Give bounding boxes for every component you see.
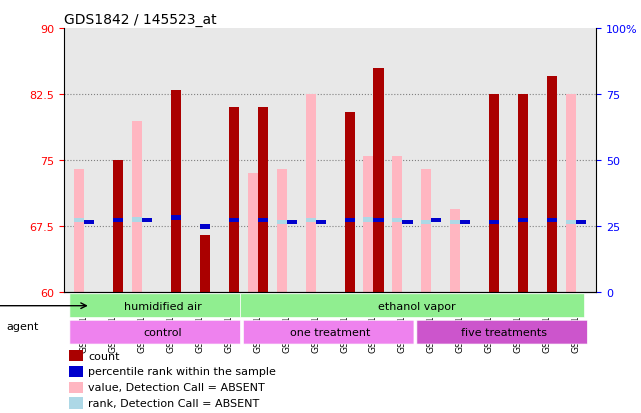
Bar — [518, 218, 528, 223]
Bar — [315, 220, 326, 225]
Bar — [132, 121, 142, 293]
Bar — [229, 218, 239, 223]
Bar — [450, 220, 460, 225]
Bar — [258, 218, 268, 223]
Bar — [277, 220, 287, 225]
Bar — [74, 218, 85, 223]
Bar — [247, 174, 258, 293]
Bar — [345, 112, 354, 293]
Bar — [69, 382, 83, 393]
Bar — [171, 216, 181, 220]
Bar — [277, 170, 287, 293]
Bar — [392, 157, 403, 293]
FancyBboxPatch shape — [70, 320, 240, 344]
Bar — [306, 95, 315, 293]
FancyBboxPatch shape — [240, 294, 585, 318]
Bar — [142, 218, 153, 223]
Bar — [345, 218, 354, 223]
Bar — [200, 235, 210, 293]
Bar — [229, 108, 239, 293]
Bar — [576, 220, 586, 225]
Bar — [489, 220, 499, 225]
Bar — [69, 366, 83, 377]
Bar — [489, 95, 499, 293]
Text: control: control — [143, 328, 181, 337]
Bar — [374, 218, 383, 223]
Bar — [403, 220, 413, 225]
Bar — [363, 218, 374, 222]
FancyBboxPatch shape — [244, 320, 414, 344]
Bar — [113, 161, 123, 293]
Text: value, Detection Call = ABSENT: value, Detection Call = ABSENT — [88, 382, 265, 392]
Text: ethanol vapor: ethanol vapor — [378, 301, 456, 311]
Bar — [85, 220, 94, 225]
Bar — [421, 220, 431, 225]
FancyBboxPatch shape — [70, 294, 240, 318]
Bar — [287, 220, 297, 225]
Bar — [450, 209, 460, 293]
Bar — [200, 225, 210, 229]
Text: agent: agent — [6, 321, 39, 331]
Text: one treatment: one treatment — [290, 328, 370, 337]
Bar — [74, 170, 85, 293]
Bar — [113, 218, 123, 223]
Text: rank, Detection Call = ABSENT: rank, Detection Call = ABSENT — [88, 398, 260, 408]
Bar — [460, 220, 470, 225]
Bar — [566, 95, 576, 293]
Bar — [518, 95, 528, 293]
Bar — [547, 77, 557, 293]
Text: five treatments: five treatments — [461, 328, 547, 337]
Bar — [132, 218, 142, 222]
Bar — [421, 170, 431, 293]
Bar — [547, 218, 557, 223]
Text: humidified air: humidified air — [124, 301, 201, 311]
Bar — [392, 218, 403, 223]
Bar — [69, 397, 83, 409]
Bar — [171, 90, 181, 293]
Bar — [258, 108, 268, 293]
Text: GDS1842 / 145523_at: GDS1842 / 145523_at — [64, 12, 217, 26]
Bar — [69, 350, 83, 361]
Bar — [566, 220, 576, 225]
Bar — [306, 218, 315, 223]
Bar — [363, 157, 374, 293]
Text: count: count — [88, 351, 119, 361]
Bar — [374, 69, 383, 293]
FancyBboxPatch shape — [417, 320, 587, 344]
Text: percentile rank within the sample: percentile rank within the sample — [88, 366, 276, 377]
Bar — [431, 218, 442, 223]
